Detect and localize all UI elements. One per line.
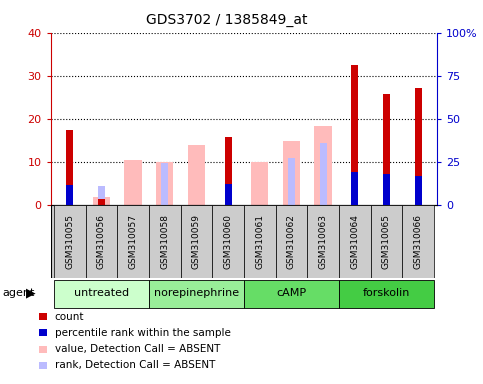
Bar [351,172,358,205]
Text: cAMP: cAMP [276,288,307,298]
Text: forskolin: forskolin [363,288,410,298]
Bar [383,174,390,205]
Bar [414,176,422,205]
Bar [117,205,149,278]
Bar [85,205,117,278]
Bar [54,280,149,308]
Bar [212,205,244,278]
Bar [98,199,105,205]
Text: GSM310063: GSM310063 [319,214,327,270]
Text: norepinephrine: norepinephrine [154,288,239,298]
Bar [244,205,276,278]
Text: value, Detection Call = ABSENT: value, Detection Call = ABSENT [55,344,220,354]
Bar [251,162,269,205]
Text: GSM310056: GSM310056 [97,214,106,270]
Text: GSM310061: GSM310061 [255,214,264,270]
Bar [314,126,332,205]
Bar [225,137,231,205]
Text: percentile rank within the sample: percentile rank within the sample [55,328,230,338]
Bar [66,185,73,205]
Bar [402,205,434,278]
Text: GSM310064: GSM310064 [350,215,359,269]
Bar [414,88,422,205]
Bar [320,143,327,205]
Bar [339,280,434,308]
Bar [188,145,205,205]
Bar [288,158,295,205]
Text: GSM310055: GSM310055 [65,214,74,270]
Bar [98,186,105,205]
Text: GSM310062: GSM310062 [287,215,296,269]
Bar [156,162,173,205]
Bar [93,197,110,205]
Text: ▶: ▶ [26,286,36,300]
Text: GSM310057: GSM310057 [128,214,138,270]
Bar [244,280,339,308]
Bar [383,94,390,205]
Bar [181,205,212,278]
Bar [66,130,73,205]
Bar [370,205,402,278]
Bar [161,163,168,205]
Text: GSM310065: GSM310065 [382,214,391,270]
Bar [276,205,307,278]
Text: GSM310059: GSM310059 [192,214,201,270]
Bar [149,280,244,308]
Text: agent: agent [2,288,35,298]
Bar [124,160,142,205]
Bar [225,184,231,205]
Bar [351,65,358,205]
Text: count: count [55,312,84,322]
Bar [307,205,339,278]
Text: GSM310058: GSM310058 [160,214,169,270]
Text: GSM310060: GSM310060 [224,214,233,270]
Bar [54,205,85,278]
Text: GSM310066: GSM310066 [413,214,423,270]
Text: GDS3702 / 1385849_at: GDS3702 / 1385849_at [146,13,308,27]
Text: rank, Detection Call = ABSENT: rank, Detection Call = ABSENT [55,360,215,370]
Bar [339,205,370,278]
Bar [283,141,300,205]
Text: untreated: untreated [74,288,129,298]
Bar [149,205,181,278]
